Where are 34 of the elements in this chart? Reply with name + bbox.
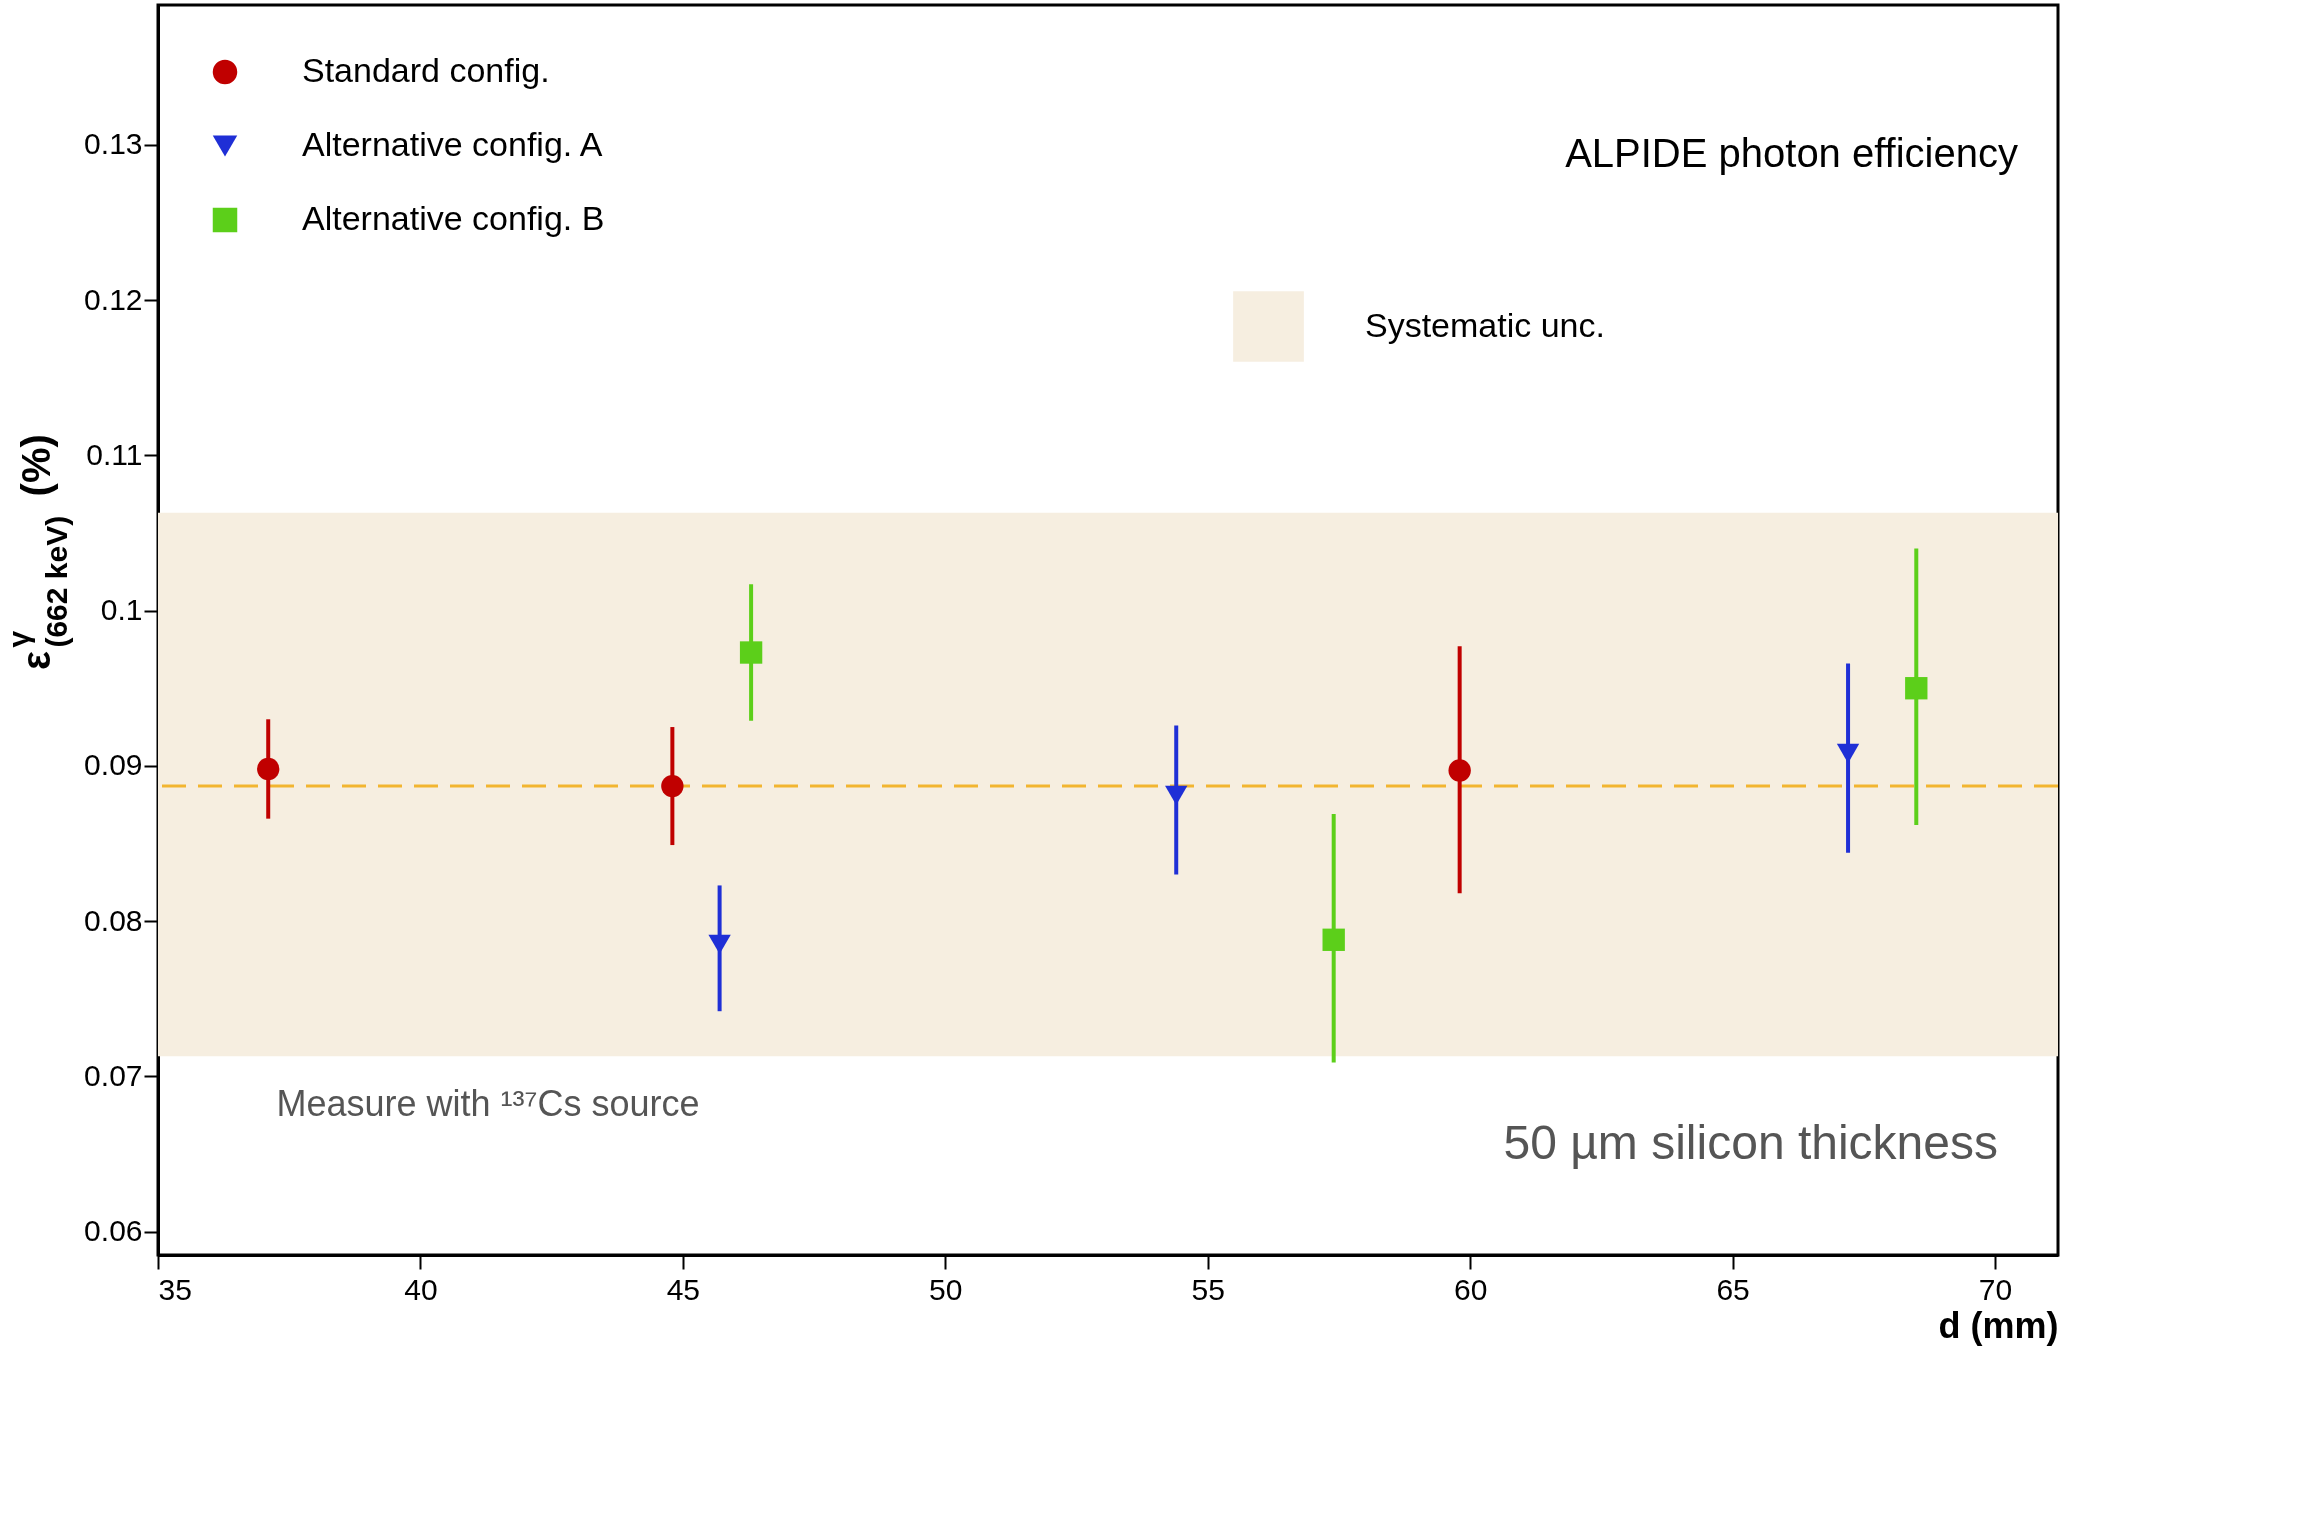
y-tick-label: 0.11 <box>86 437 143 471</box>
x-tick-label: 65 <box>1716 1272 1750 1306</box>
x-tick-label: 50 <box>929 1272 963 1306</box>
point <box>1448 759 1471 782</box>
x-tick-label: 45 <box>666 1272 701 1306</box>
point <box>1322 928 1345 951</box>
legend-label: Systematic unc. <box>1365 305 1605 344</box>
point <box>1165 785 1188 806</box>
point <box>739 641 763 664</box>
legend-label: Alternative config. A <box>302 125 603 163</box>
annotation: Measure with ¹³⁷Cs source <box>276 1083 700 1124</box>
x-tick-label: 55 <box>1191 1272 1225 1306</box>
y-axis-title: εγ(662 keV) (%) <box>2 434 73 670</box>
legend-label: Alternative config. B <box>302 199 605 237</box>
x-tick-label: 70 <box>1978 1272 2013 1306</box>
y-tick-label: 0.12 <box>84 282 143 316</box>
y-tick-label: 0.09 <box>84 748 143 782</box>
y-tick-label: 0.07 <box>84 1058 143 1092</box>
point <box>1905 677 1928 700</box>
legend-label: Standard config. <box>302 51 550 89</box>
x-tick-label: 40 <box>404 1272 438 1306</box>
x-tick-label: 60 <box>1453 1272 1488 1306</box>
point <box>708 934 731 955</box>
x-tick-label: 35 <box>158 1272 192 1306</box>
x-axis-title: d (mm) <box>1938 1304 2059 1346</box>
point <box>1836 743 1860 764</box>
y-tick-label: 0.08 <box>84 903 143 937</box>
text: ALPIDE photon efficiency <box>1565 131 2018 175</box>
point <box>257 757 280 781</box>
y-tick-label: 0.13 <box>84 127 143 161</box>
y-tick-label: 0.1 <box>100 593 143 627</box>
point <box>661 774 684 798</box>
annotation: 50 µm silicon thickness <box>1503 1116 1998 1169</box>
y-tick-label: 0.06 <box>84 1214 143 1248</box>
